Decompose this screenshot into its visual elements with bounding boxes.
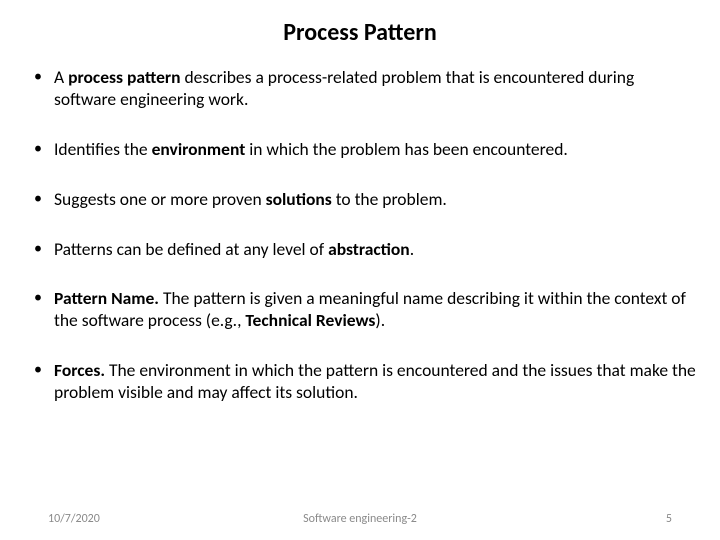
bullet-item: Forces. The environment in which the pat…: [34, 360, 696, 404]
text: Patterns can be defined at any level of: [54, 238, 328, 260]
text: The environment in which the pattern is …: [54, 359, 696, 403]
bold-text: solutions: [266, 188, 332, 210]
bullet-item: Suggests one or more proven solutions to…: [34, 189, 696, 211]
bullet-list: A process pattern describes a process-re…: [24, 67, 696, 404]
bullet-item: Pattern Name. The pattern is given a mea…: [34, 288, 696, 332]
bold-text: Technical Reviews: [245, 309, 375, 331]
bullet-item: Patterns can be defined at any level of …: [34, 239, 696, 261]
bold-text: Pattern Name.: [54, 287, 163, 309]
bold-text: process pattern: [68, 66, 180, 88]
footer-date: 10/7/2020: [48, 512, 100, 526]
bold-text: Forces.: [54, 359, 109, 381]
bullet-item: Identifies the environment in which the …: [34, 139, 696, 161]
text: ).: [375, 309, 385, 331]
text: in which the problem has been encountere…: [245, 138, 568, 160]
text: Identifies the: [54, 138, 152, 160]
slide-title: Process Pattern: [24, 18, 696, 47]
text: Suggests one or more proven: [54, 188, 266, 210]
text: .: [410, 238, 414, 260]
footer-center: Software engineering-2: [303, 512, 417, 526]
footer-page-number: 5: [666, 512, 672, 526]
bold-text: environment: [152, 138, 246, 160]
text: to the problem.: [332, 188, 447, 210]
bullet-item: A process pattern describes a process-re…: [34, 67, 696, 111]
slide-footer: 10/7/2020 Software engineering-2 5: [0, 512, 720, 526]
bold-text: abstraction: [328, 238, 410, 260]
text: A: [54, 66, 68, 88]
